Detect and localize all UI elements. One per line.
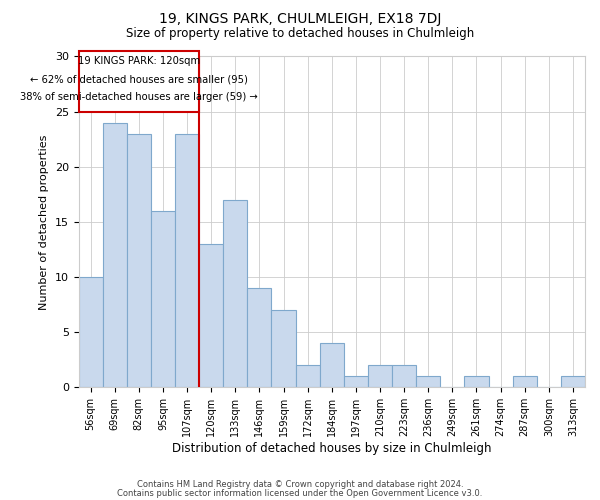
Bar	[344, 376, 368, 388]
X-axis label: Distribution of detached houses by size in Chulmleigh: Distribution of detached houses by size …	[172, 442, 491, 455]
Text: Contains public sector information licensed under the Open Government Licence v3: Contains public sector information licen…	[118, 489, 482, 498]
Text: 38% of semi-detached houses are larger (59) →: 38% of semi-detached houses are larger (…	[20, 92, 257, 102]
Bar	[368, 366, 392, 388]
Bar	[127, 134, 151, 388]
Text: 19 KINGS PARK: 120sqm: 19 KINGS PARK: 120sqm	[78, 56, 200, 66]
Bar	[392, 366, 416, 388]
Bar	[79, 277, 103, 388]
Bar	[199, 244, 223, 388]
Bar	[103, 122, 127, 388]
Bar	[271, 310, 296, 388]
Bar	[151, 211, 175, 388]
Text: Contains HM Land Registry data © Crown copyright and database right 2024.: Contains HM Land Registry data © Crown c…	[137, 480, 463, 489]
Bar	[223, 200, 247, 388]
Bar	[320, 343, 344, 388]
Bar	[416, 376, 440, 388]
Text: 19, KINGS PARK, CHULMLEIGH, EX18 7DJ: 19, KINGS PARK, CHULMLEIGH, EX18 7DJ	[159, 12, 441, 26]
Bar	[561, 376, 585, 388]
Bar	[79, 51, 199, 112]
Text: Size of property relative to detached houses in Chulmleigh: Size of property relative to detached ho…	[126, 28, 474, 40]
Text: ← 62% of detached houses are smaller (95): ← 62% of detached houses are smaller (95…	[30, 74, 248, 84]
Y-axis label: Number of detached properties: Number of detached properties	[39, 134, 49, 310]
Bar	[512, 376, 537, 388]
Bar	[464, 376, 488, 388]
Bar	[247, 288, 271, 388]
Bar	[296, 366, 320, 388]
Bar	[175, 134, 199, 388]
